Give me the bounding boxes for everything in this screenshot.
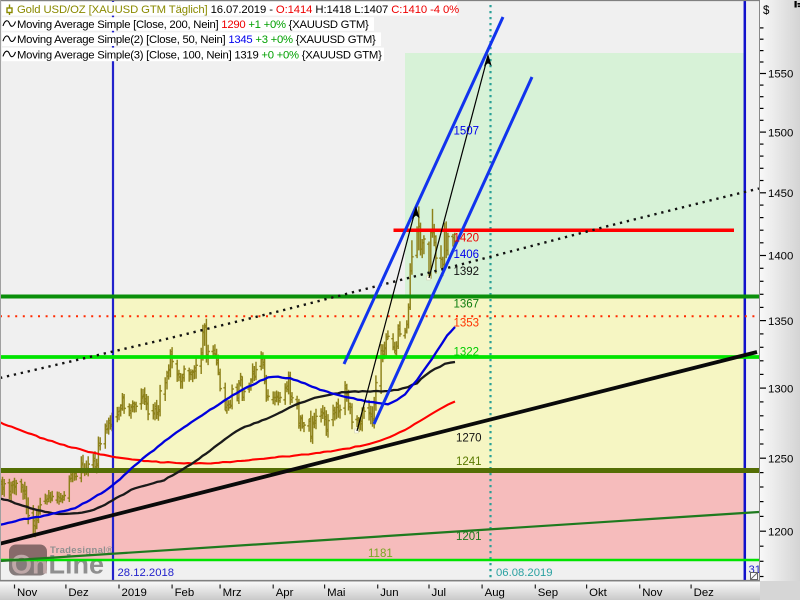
svg-text:1406: 1406	[454, 249, 480, 261]
svg-text:Mrz: Mrz	[223, 587, 242, 599]
svg-text:1450: 1450	[768, 188, 793, 200]
svg-text:Nov: Nov	[642, 587, 663, 599]
svg-text:1353: 1353	[454, 318, 480, 330]
svg-text:1250: 1250	[768, 453, 793, 465]
svg-text:1400: 1400	[768, 251, 793, 263]
svg-text:Mai: Mai	[327, 587, 345, 599]
svg-text:1181: 1181	[368, 548, 393, 560]
svg-text:1507: 1507	[454, 126, 480, 138]
svg-text:1392: 1392	[454, 266, 480, 278]
svg-text:OnLine: OnLine	[11, 550, 104, 580]
svg-text:Nov: Nov	[17, 587, 38, 599]
svg-text:06.08.2019: 06.08.2019	[496, 567, 553, 579]
svg-text:1300: 1300	[768, 383, 793, 395]
svg-text:Dez: Dez	[68, 587, 89, 599]
svg-text:$: $	[763, 5, 770, 17]
svg-text:1500: 1500	[768, 127, 793, 139]
svg-text:1241: 1241	[456, 456, 482, 468]
svg-text:1420: 1420	[454, 233, 480, 245]
svg-text:Apr: Apr	[276, 587, 294, 599]
svg-text:1270: 1270	[456, 433, 482, 445]
svg-text:1201: 1201	[456, 531, 482, 543]
svg-text:1367: 1367	[454, 299, 480, 311]
svg-text:1322: 1322	[454, 347, 480, 359]
svg-text:Sep: Sep	[538, 587, 558, 599]
svg-text:Dez: Dez	[694, 587, 715, 599]
svg-text:Jun: Jun	[380, 587, 398, 599]
svg-text:Moving Average Simple(2) [Clos: Moving Average Simple(2) [Close, 50, Nei…	[17, 34, 376, 46]
svg-text:Tradesignal®: Tradesignal®	[50, 545, 113, 556]
svg-text:Gold USD/OZ [XAUUSD GTM Tägli: Gold USD/OZ [XAUUSD GTM Täglich] 16.07.2…	[17, 4, 459, 16]
svg-text:Jul: Jul	[432, 587, 447, 599]
svg-text:Feb: Feb	[175, 587, 195, 599]
svg-text:1550: 1550	[768, 69, 793, 81]
svg-text:2019: 2019	[122, 587, 147, 599]
svg-text:1200: 1200	[768, 526, 793, 538]
svg-text:28.12.2018: 28.12.2018	[118, 567, 175, 579]
svg-text:Aug: Aug	[485, 587, 505, 599]
svg-text:1350: 1350	[768, 316, 793, 328]
svg-text:Moving Average Simple(3) [Clos: Moving Average Simple(3) [Close, 100, Ne…	[17, 49, 382, 61]
svg-text:Moving Average Simple [Close,: Moving Average Simple [Close, 200, Nein]…	[17, 19, 369, 31]
svg-text:Okt: Okt	[589, 587, 608, 599]
